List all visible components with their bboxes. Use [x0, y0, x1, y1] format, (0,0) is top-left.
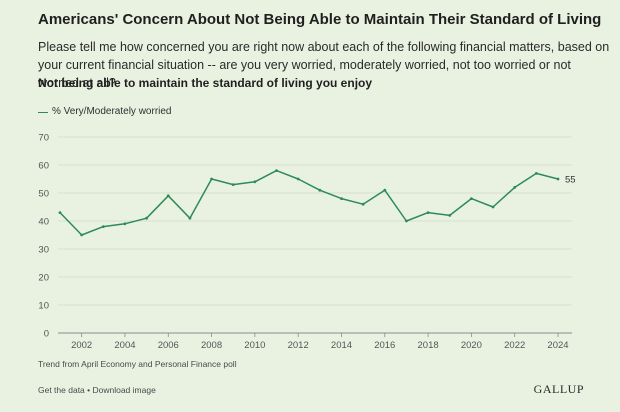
data-point — [210, 177, 213, 181]
x-tick-label: 2022 — [504, 340, 525, 351]
data-point — [534, 172, 538, 175]
y-tick-label: 20 — [38, 273, 49, 284]
data-point — [101, 225, 105, 229]
data-point — [426, 211, 430, 215]
y-tick-label: 70 — [38, 133, 49, 144]
data-point — [58, 211, 62, 215]
data-point — [188, 216, 192, 220]
x-tick-label: 2006 — [158, 340, 179, 351]
x-tick-label: 2014 — [331, 340, 352, 351]
x-tick-label: 2010 — [244, 340, 265, 351]
x-tick-label: 2012 — [288, 340, 309, 351]
x-tick-label: 2004 — [114, 340, 135, 351]
x-tick-label: 2018 — [418, 340, 439, 351]
data-point — [556, 177, 560, 181]
data-point — [340, 197, 343, 201]
data-point — [296, 177, 300, 181]
data-point — [231, 183, 235, 187]
data-point — [123, 222, 127, 226]
data-point — [145, 216, 149, 220]
y-tick-label: 10 — [38, 301, 49, 312]
y-axis-ticks: 0 10 20 30 40 50 60 70 — [38, 133, 49, 340]
data-point — [275, 169, 278, 173]
data-point — [361, 202, 365, 206]
data-point — [166, 194, 170, 198]
data-point — [253, 180, 257, 184]
data-point — [491, 205, 495, 209]
gallup-logo: GALLUP — [533, 382, 584, 396]
data-point — [469, 197, 473, 201]
end-value-label: 55 — [565, 175, 576, 186]
data-point — [448, 214, 452, 217]
chart-subject: Not being able to maintain the standard … — [38, 76, 373, 90]
y-tick-label: 50 — [38, 189, 49, 200]
series-line — [59, 169, 559, 236]
series-layer: 55 — [58, 169, 576, 237]
x-axis-ticks: 2002 2004 2006 2008 2010 2012 2014 2016 2018 2020… — [71, 333, 569, 351]
chart-title: Americans' Concern About Not Being Able … — [38, 11, 602, 28]
y-tick-label: 0 — [44, 329, 49, 340]
x-tick-label: 2008 — [201, 340, 222, 351]
gridlines — [58, 136, 572, 334]
legend-label: % Very/Moderately worried — [52, 106, 172, 117]
x-tick-label: 2020 — [461, 340, 482, 351]
data-point — [383, 188, 387, 192]
trend-footnote: Trend from April Economy and Personal Fi… — [38, 359, 237, 369]
y-tick-label: 60 — [38, 161, 49, 172]
y-tick-label: 30 — [38, 245, 49, 256]
legend: % Very/Moderately worried — [38, 106, 172, 118]
x-tick-label: 2002 — [71, 340, 92, 351]
data-point — [318, 188, 322, 192]
x-tick-label: 2016 — [374, 340, 395, 351]
data-links[interactable]: Get the data • Download image — [38, 385, 156, 395]
data-point — [405, 219, 408, 223]
x-tick-label: 2024 — [547, 340, 568, 351]
y-tick-label: 40 — [38, 217, 49, 228]
data-point — [80, 233, 84, 237]
data-point — [513, 186, 517, 189]
survey-question: Please tell me how concerned you are rig… — [38, 40, 610, 90]
legend-line-swatch — [38, 111, 48, 113]
